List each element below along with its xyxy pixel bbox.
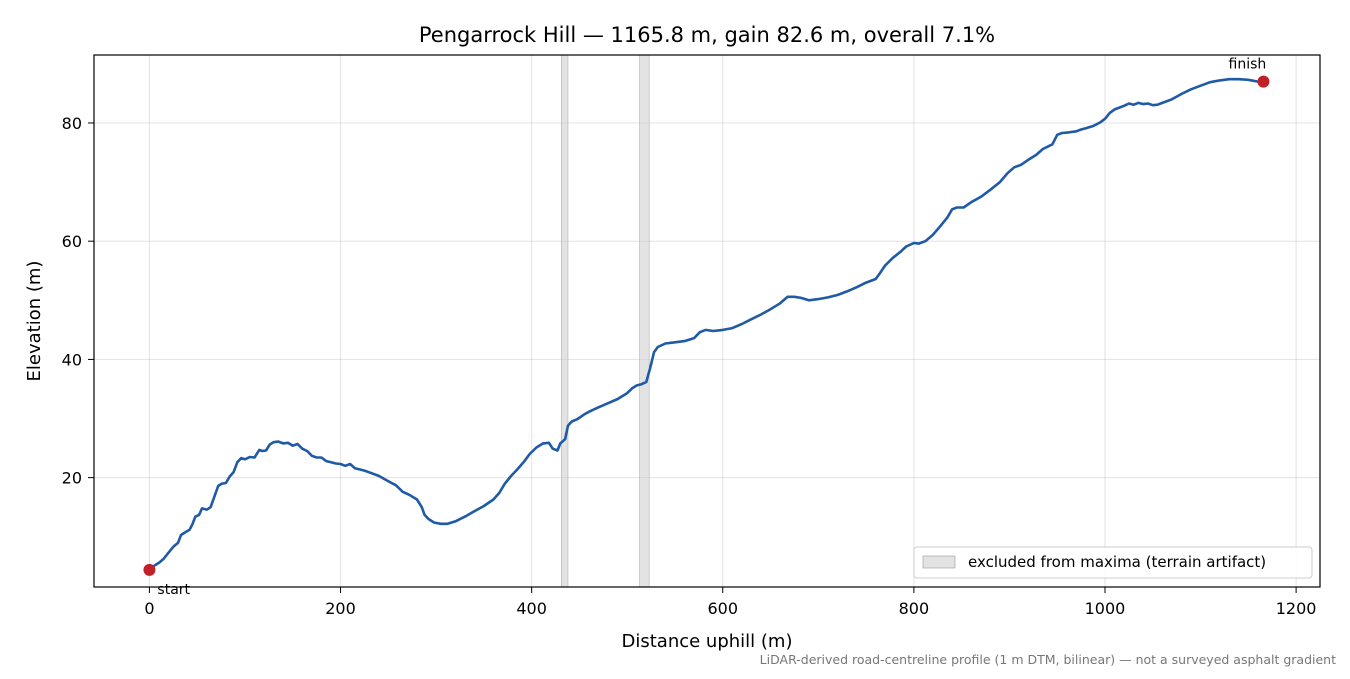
finish-label: finish bbox=[1229, 57, 1267, 73]
y-axis-ticks: 20 40 60 80 bbox=[62, 114, 94, 488]
y-tick: 80 bbox=[62, 114, 94, 133]
y-axis-label: Elevation (m) bbox=[24, 261, 45, 382]
x-tick-label: 1000 bbox=[1085, 599, 1126, 618]
start-marker bbox=[143, 563, 156, 576]
x-tick: 200 bbox=[325, 587, 356, 618]
x-tick: 800 bbox=[899, 587, 930, 618]
x-axis-ticks: 0 200 400 600 800 1000 1200 bbox=[144, 587, 1316, 618]
y-tick: 60 bbox=[62, 232, 94, 251]
grid-lines bbox=[94, 55, 1320, 587]
plot-frame bbox=[93, 54, 1321, 588]
x-tick-label: 400 bbox=[516, 599, 547, 618]
x-tick: 1200 bbox=[1276, 587, 1317, 618]
x-tick: 1000 bbox=[1085, 587, 1126, 618]
excluded-band bbox=[560, 54, 569, 588]
x-tick-label: 200 bbox=[325, 599, 356, 618]
x-tick-label: 800 bbox=[899, 599, 930, 618]
finish-marker bbox=[1257, 75, 1270, 88]
x-tick-label: 1200 bbox=[1276, 599, 1317, 618]
elevation-profile-line bbox=[148, 77, 1264, 571]
x-tick: 0 bbox=[144, 587, 155, 618]
legend-swatch-excluded bbox=[922, 555, 956, 569]
y-tick-label: 20 bbox=[62, 469, 82, 488]
footnote: LiDAR-derived road-centreline profile (1… bbox=[760, 652, 1336, 667]
chart-title: Pengarrock Hill — 1165.8 m, gain 82.6 m,… bbox=[419, 23, 995, 47]
x-tick-label: 600 bbox=[707, 599, 738, 618]
start-label: start bbox=[157, 582, 190, 598]
legend-box bbox=[913, 546, 1313, 579]
x-tick: 400 bbox=[516, 587, 547, 618]
y-tick-label: 60 bbox=[62, 232, 82, 251]
excluded-band bbox=[639, 54, 650, 588]
legend: excluded from maxima (terrain artifact) bbox=[913, 546, 1313, 579]
excluded-bands bbox=[560, 54, 650, 588]
y-tick-label: 40 bbox=[62, 350, 82, 369]
x-axis-label: Distance uphill (m) bbox=[622, 631, 793, 652]
y-tick: 40 bbox=[62, 350, 94, 369]
y-tick: 20 bbox=[62, 469, 94, 488]
x-tick: 600 bbox=[707, 587, 738, 618]
legend-label-excluded: excluded from maxima (terrain artifact) bbox=[968, 553, 1266, 571]
x-tick-label: 0 bbox=[144, 599, 154, 618]
y-tick-label: 80 bbox=[62, 114, 82, 133]
endpoint-markers: start finish bbox=[143, 57, 1270, 598]
